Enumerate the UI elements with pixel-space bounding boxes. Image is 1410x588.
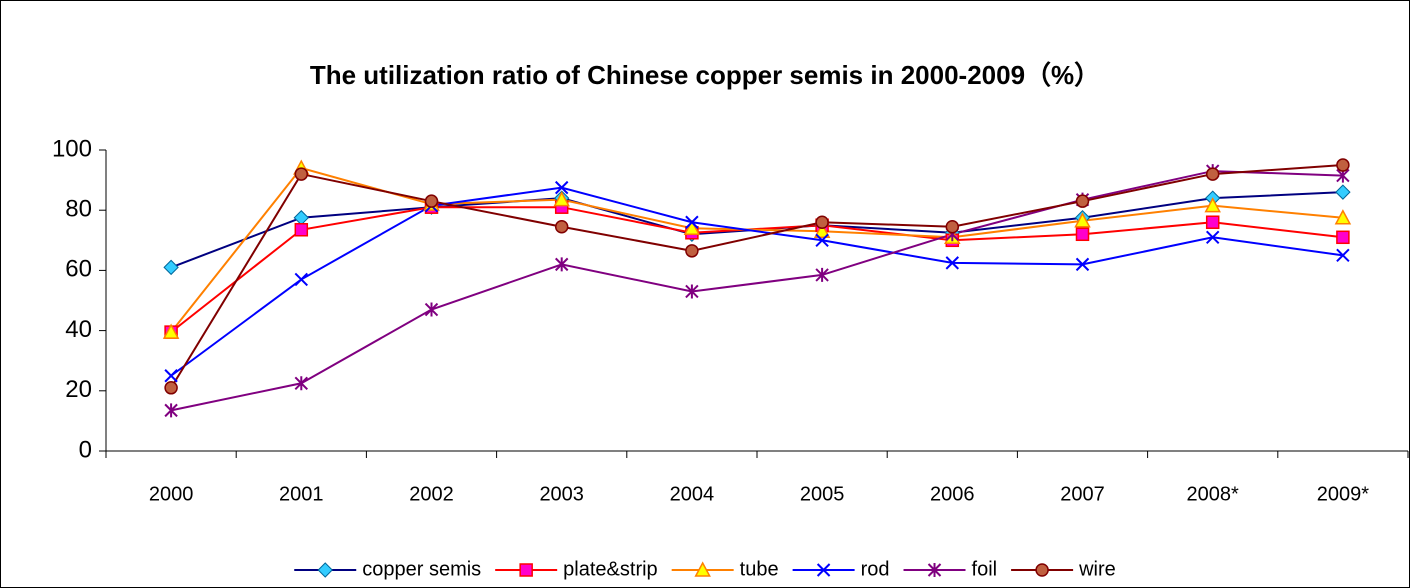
marker — [1075, 227, 1090, 242]
marker — [685, 284, 699, 299]
x-tick-label: 2001 — [279, 483, 324, 505]
marker — [815, 233, 829, 248]
marker — [164, 403, 178, 418]
marker — [816, 563, 831, 577]
series-line — [170, 164, 1343, 389]
chart-title: The utilization ratio of Chinese copper … — [310, 60, 1100, 90]
marker — [1075, 194, 1090, 208]
y-tick-label: 0 — [79, 436, 92, 463]
marker — [1205, 230, 1220, 244]
marker — [1074, 212, 1091, 228]
x-tick-label: 2004 — [670, 483, 715, 505]
legend-label: plate&strip — [563, 558, 658, 580]
marker — [1334, 209, 1352, 225]
y-tick-label: 80 — [65, 196, 92, 223]
marker — [1204, 197, 1221, 213]
marker — [1335, 184, 1351, 200]
marker — [163, 259, 179, 276]
x-tick-label: 2006 — [930, 483, 975, 505]
series-line — [170, 166, 1343, 333]
y-tick-label: 100 — [52, 135, 92, 162]
marker — [164, 381, 178, 395]
marker — [424, 302, 439, 317]
marker — [1205, 215, 1220, 229]
marker — [294, 376, 309, 391]
x-tick-label: 2008* — [1187, 483, 1239, 505]
legend-label: tube — [740, 558, 779, 580]
marker — [294, 167, 309, 181]
y-tick-label: 40 — [65, 316, 92, 343]
marker — [945, 220, 960, 234]
series-line — [170, 186, 1344, 377]
marker — [1205, 167, 1220, 181]
marker — [554, 220, 569, 234]
marker — [685, 215, 699, 229]
marker — [294, 223, 309, 237]
legend-label: foil — [972, 558, 998, 580]
marker — [683, 219, 701, 236]
marker — [927, 563, 942, 577]
marker — [1035, 563, 1049, 577]
marker — [694, 561, 711, 577]
marker — [685, 244, 699, 258]
marker — [162, 323, 180, 339]
legend-label: copper semis — [362, 558, 481, 580]
marker — [554, 180, 569, 195]
x-tick-label: 2009* — [1317, 483, 1369, 505]
marker — [1336, 248, 1350, 263]
legend: copper semis plate&strip tube rod foil wire — [294, 558, 1116, 580]
marker — [164, 369, 178, 383]
y-tick-label: 60 — [65, 256, 92, 283]
x-tick-label: 2002 — [409, 483, 454, 505]
marker — [815, 215, 829, 229]
marker — [553, 191, 570, 207]
marker — [294, 272, 309, 287]
marker — [813, 222, 831, 239]
series-line — [170, 170, 1343, 412]
x-tick-label: 2003 — [539, 483, 584, 505]
marker — [519, 563, 533, 577]
y-tick-label: 20 — [65, 376, 92, 403]
marker — [1336, 158, 1350, 172]
x-tick-label: 2007 — [1060, 483, 1105, 505]
x-tick-label: 2000 — [149, 483, 194, 505]
marker — [554, 257, 569, 272]
marker — [317, 562, 333, 578]
marker — [945, 256, 960, 270]
marker — [1075, 257, 1090, 272]
marker — [1336, 230, 1350, 245]
x-tick-label: 2005 — [800, 483, 845, 505]
marker — [424, 194, 439, 208]
legend-label: rod — [861, 558, 890, 580]
legend-label: wire — [1078, 558, 1116, 580]
marker — [815, 267, 829, 282]
